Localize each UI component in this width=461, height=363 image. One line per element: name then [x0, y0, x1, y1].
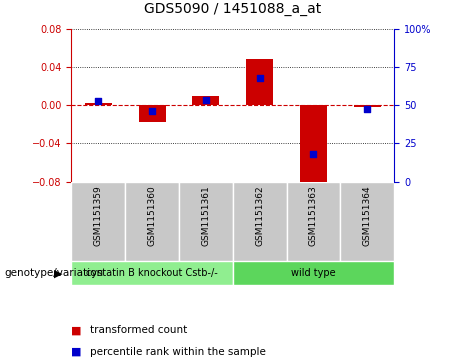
- Bar: [125, 182, 179, 261]
- Text: genotype/variation: genotype/variation: [5, 268, 104, 278]
- Text: ■: ■: [71, 347, 82, 357]
- Text: GSM1151364: GSM1151364: [363, 185, 372, 246]
- Text: GSM1151361: GSM1151361: [201, 185, 210, 246]
- Bar: [246, 58, 273, 105]
- Text: GSM1151359: GSM1151359: [94, 185, 103, 246]
- Bar: [287, 182, 340, 261]
- Bar: [85, 103, 112, 105]
- Text: GSM1151363: GSM1151363: [309, 185, 318, 246]
- Text: ▶: ▶: [54, 268, 62, 278]
- Point: [364, 106, 371, 112]
- Text: cystatin B knockout Cstb-/-: cystatin B knockout Cstb-/-: [86, 268, 218, 278]
- Bar: [340, 182, 394, 261]
- Bar: [300, 105, 327, 186]
- Text: transformed count: transformed count: [90, 325, 187, 335]
- Point: [202, 97, 210, 103]
- Point: [148, 109, 156, 114]
- Text: ■: ■: [71, 325, 82, 335]
- Bar: [71, 182, 125, 261]
- Bar: [71, 261, 233, 285]
- Bar: [139, 105, 165, 122]
- Point: [256, 75, 263, 81]
- Bar: [233, 182, 287, 261]
- Text: GSM1151362: GSM1151362: [255, 185, 264, 246]
- Point: [310, 151, 317, 157]
- Text: wild type: wild type: [291, 268, 336, 278]
- Bar: [193, 96, 219, 105]
- Text: GSM1151360: GSM1151360: [148, 185, 157, 246]
- Text: percentile rank within the sample: percentile rank within the sample: [90, 347, 266, 357]
- Bar: [179, 182, 233, 261]
- Bar: [354, 105, 381, 107]
- Bar: [233, 261, 394, 285]
- Point: [95, 98, 102, 104]
- Text: GDS5090 / 1451088_a_at: GDS5090 / 1451088_a_at: [144, 2, 321, 16]
